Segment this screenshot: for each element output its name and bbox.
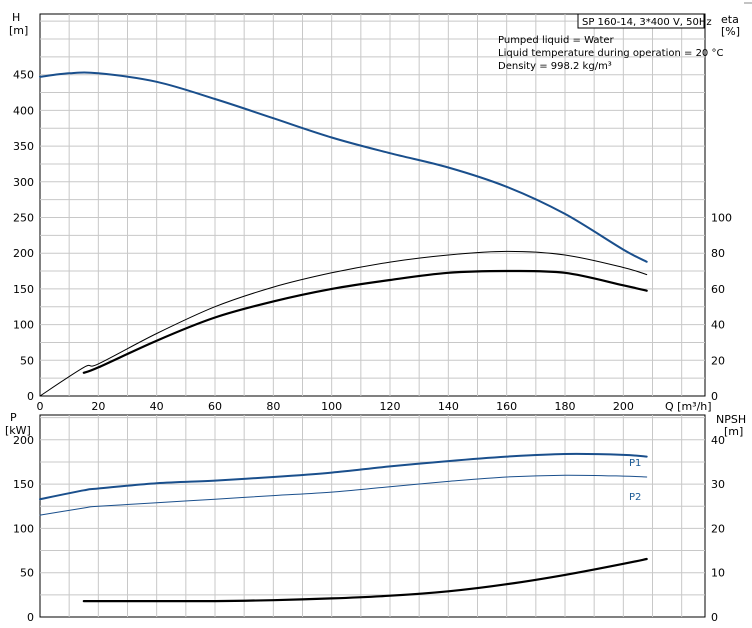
p2-series-label: P2 bbox=[629, 492, 641, 503]
top-curves bbox=[39, 71, 648, 397]
npsh-axis-label: NPSH bbox=[716, 413, 746, 426]
x-tick-label: 0 bbox=[37, 400, 44, 413]
x-tick-label: 60 bbox=[208, 400, 222, 413]
y-left-tick-label: 100 bbox=[13, 319, 34, 332]
y-left-tick-label: 150 bbox=[13, 283, 34, 296]
bottom-y-left-tick-labels: 0 50 100 150 200 bbox=[13, 434, 34, 624]
series-line-eta bbox=[39, 250, 648, 397]
npsh-axis-unit: [m] bbox=[724, 425, 743, 438]
series-line-h bbox=[39, 71, 648, 263]
top-y-left-tick-labels: 0 50 100 150 200 250 300 350 400 450 bbox=[13, 69, 34, 403]
y-left-tick-label: 300 bbox=[13, 176, 34, 189]
head-efficiency-panel: 0 20 40 60 80 100 120 140 160 180 200 050100150200… bbox=[9, 11, 740, 413]
p-axis-unit: [kW] bbox=[5, 424, 31, 437]
info-line-density: Density = 998.2 kg/m³ bbox=[498, 61, 612, 72]
bottom-plot-area bbox=[39, 414, 706, 618]
y-right-tick-label: 40 bbox=[711, 434, 725, 447]
x-tick-label: 120 bbox=[380, 400, 401, 413]
y-left-tick-label: 250 bbox=[13, 211, 34, 224]
series-line-p2 bbox=[39, 474, 648, 516]
q-axis-label: Q [m³/h] bbox=[665, 400, 712, 413]
y-right-tick-label: 20 bbox=[711, 522, 725, 535]
y-left-tick-label: 200 bbox=[13, 434, 34, 447]
y-right-tick-label: 40 bbox=[711, 319, 725, 332]
y-right-tick-label: 0 bbox=[711, 390, 718, 403]
y-right-tick-label: 0 bbox=[711, 611, 718, 624]
chart-title: SP 160-14, 3*400 V, 50Hz bbox=[582, 17, 712, 28]
y-left-tick-label: 100 bbox=[13, 522, 34, 535]
top-y-right-tick-labels: 0 20 40 60 80 100 bbox=[711, 211, 732, 403]
bottom-curves bbox=[39, 452, 648, 603]
x-tick-label: 200 bbox=[613, 400, 634, 413]
y-right-tick-label: 100 bbox=[711, 211, 732, 224]
top-grid bbox=[40, 14, 705, 396]
h-axis-unit: [m] bbox=[9, 24, 28, 37]
series-line-p1 bbox=[39, 452, 648, 501]
y-left-tick-label: 50 bbox=[20, 567, 34, 580]
y-left-tick-label: 450 bbox=[13, 69, 34, 82]
eta-axis-label: eta bbox=[721, 13, 739, 26]
y-right-tick-label: 30 bbox=[711, 478, 725, 491]
x-tick-label: 140 bbox=[438, 400, 459, 413]
y-right-tick-label: 80 bbox=[711, 247, 725, 260]
x-tick-label: 160 bbox=[496, 400, 517, 413]
x-tick-label: 180 bbox=[555, 400, 576, 413]
p-axis-label: P bbox=[10, 411, 17, 424]
power-npsh-panel: 0 50 100 150 200 0 10 20 30 40 P [kW] NPSH [m] P… bbox=[5, 411, 746, 624]
y-left-tick-label: 150 bbox=[13, 478, 34, 491]
info-line-temperature: Liquid temperature during operation = 20… bbox=[498, 48, 723, 59]
info-line-liquid: Pumped liquid = Water bbox=[498, 35, 615, 46]
y-left-tick-label: 50 bbox=[20, 354, 34, 367]
p1-series-label: P1 bbox=[629, 458, 641, 469]
y-left-tick-label: 200 bbox=[13, 247, 34, 260]
series-line-eta2 bbox=[82, 269, 648, 374]
series-line-npsh bbox=[82, 557, 648, 603]
y-left-tick-label: 350 bbox=[13, 140, 34, 153]
y-right-tick-label: 20 bbox=[711, 354, 725, 367]
title-box bbox=[577, 13, 705, 29]
y-left-tick-label: 0 bbox=[27, 390, 34, 403]
y-right-tick-label: 10 bbox=[711, 567, 725, 580]
eta-axis-unit: [%] bbox=[721, 25, 740, 38]
y-left-tick-label: 0 bbox=[27, 611, 34, 624]
x-tick-label: 80 bbox=[266, 400, 280, 413]
y-right-tick-label: 60 bbox=[711, 283, 725, 296]
y-left-tick-label: 400 bbox=[13, 104, 34, 117]
x-tick-label: 100 bbox=[321, 400, 342, 413]
x-tick-label: 40 bbox=[150, 400, 164, 413]
bottom-y-right-tick-labels: 0 10 20 30 40 bbox=[711, 434, 725, 624]
h-axis-label: H bbox=[12, 11, 20, 24]
x-tick-label: 20 bbox=[91, 400, 105, 413]
top-x-tick-labels: 0 20 40 60 80 100 120 140 160 180 200 bbox=[37, 400, 634, 413]
